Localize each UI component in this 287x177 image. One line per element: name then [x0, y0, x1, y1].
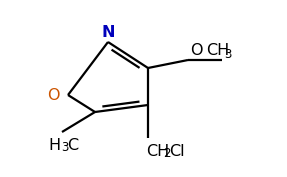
Text: C: C [67, 138, 78, 153]
Text: CH: CH [206, 43, 229, 58]
Text: 3: 3 [224, 48, 231, 61]
Text: N: N [101, 25, 115, 40]
Text: O: O [190, 43, 203, 58]
Text: O: O [48, 87, 60, 102]
Text: Cl: Cl [169, 144, 185, 159]
Text: CH: CH [146, 144, 169, 159]
Text: 3: 3 [61, 141, 68, 154]
Text: 2: 2 [163, 147, 170, 160]
Text: H: H [48, 138, 60, 153]
